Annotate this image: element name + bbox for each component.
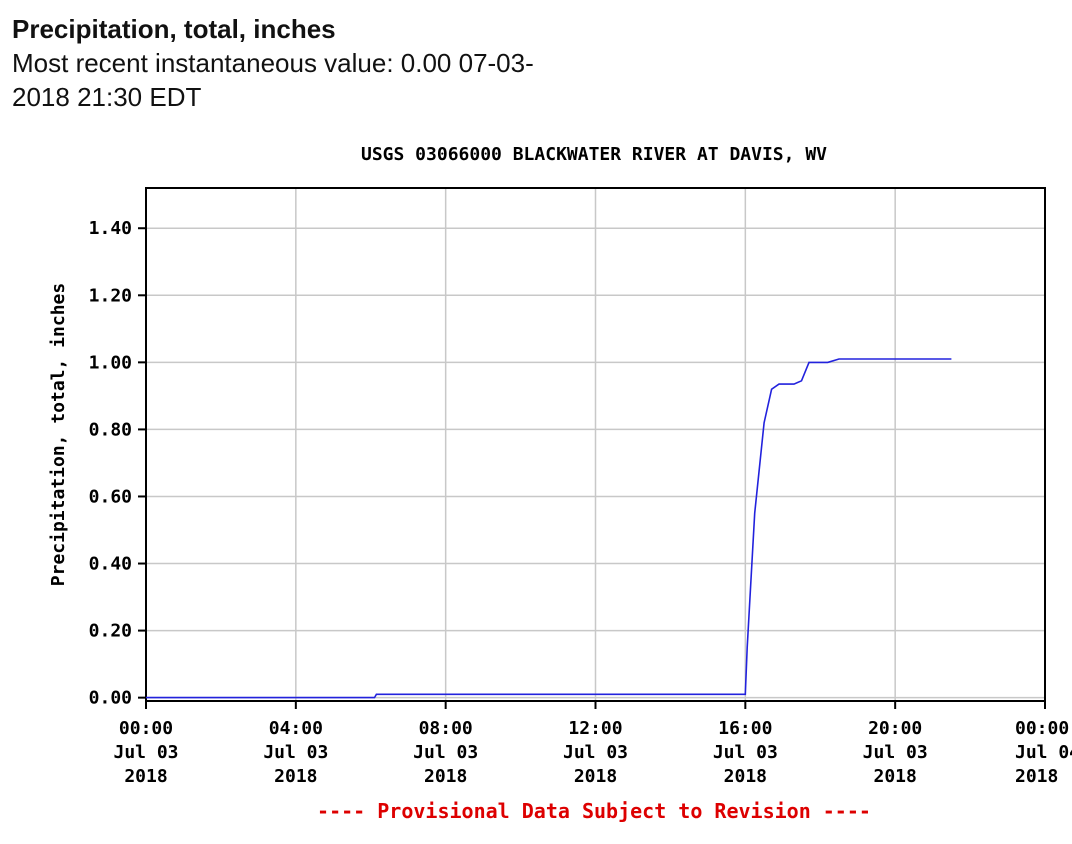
y-tick-label: 0.00 — [89, 688, 132, 709]
x-tick-label-line: 2018 — [873, 766, 916, 787]
x-tick-label: 20:00 Jul 03 2018 — [863, 718, 928, 787]
x-tick-label-line: 2018 — [724, 766, 767, 787]
x-tick-label: 16:00 Jul 03 2018 — [713, 718, 778, 787]
parameter-title: Precipitation, total, inches — [12, 14, 336, 44]
x-tick-label-line: 20:00 — [868, 718, 922, 739]
x-tick-label-line: 2018 — [274, 766, 317, 787]
y-axis-ticks: 0.00 0.20 0.40 0.60 0.80 1.00 1.20 1.40 — [89, 218, 146, 709]
x-tick-label-line: Jul 03 — [863, 742, 928, 763]
x-tick-label: 00:00 Jul 03 2018 — [113, 718, 178, 787]
x-tick-label-line: 12:00 — [568, 718, 622, 739]
y-axis-label: Precipitation, total, inches — [48, 283, 69, 586]
y-tick-label: 0.20 — [89, 621, 132, 642]
x-tick-label-line: Jul 03 — [113, 742, 178, 763]
x-tick-label: 08:00 Jul 03 2018 — [413, 718, 478, 787]
x-tick-label-line: Jul 03 — [263, 742, 328, 763]
x-tick-label-line: Jul 03 — [713, 742, 778, 763]
x-tick-label-line: Jul 03 — [563, 742, 628, 763]
precipitation-series-line — [146, 358, 952, 699]
x-tick-label: 04:00 Jul 03 2018 — [263, 718, 328, 787]
y-tick-label: 1.20 — [89, 285, 132, 306]
x-tick-label-line: Jul 03 — [413, 742, 478, 763]
y-tick-label: 0.80 — [89, 419, 132, 440]
chart-title: USGS 03066000 BLACKWATER RIVER AT DAVIS,… — [361, 144, 827, 165]
recent-value-line-2: 2018 21:30 EDT — [12, 82, 202, 112]
recent-value-line-1: Most recent instantaneous value: 0.00 07… — [12, 48, 534, 78]
x-tick-label-line: 2018 — [1015, 766, 1058, 787]
y-tick-label: 1.00 — [89, 352, 132, 373]
x-tick-label-line: 16:00 — [718, 718, 772, 739]
x-tick-label-line: 2018 — [574, 766, 617, 787]
x-tick-label: 12:00 Jul 03 2018 — [563, 718, 628, 787]
y-tick-label: 0.60 — [89, 486, 132, 507]
x-axis-ticks: 00:00 Jul 03 2018 04:00 Jul 03 2018 08:00 Jul 0… — [113, 701, 1072, 787]
y-tick-label: 0.40 — [89, 554, 132, 575]
x-tick-label-line: 04:00 — [269, 718, 323, 739]
page-header: Precipitation, total, inches Most recent… — [12, 12, 652, 114]
x-tick-label: 00:00 Jul 04 2018 — [1015, 718, 1072, 787]
x-tick-label-line: 00:00 — [1015, 718, 1069, 739]
x-tick-label-line: 2018 — [124, 766, 167, 787]
x-tick-label-line: 2018 — [424, 766, 467, 787]
x-tick-label-line: 00:00 — [119, 718, 173, 739]
x-tick-label-line: Jul 04 — [1015, 742, 1072, 763]
y-tick-label: 1.40 — [89, 218, 132, 239]
grid-lines — [146, 188, 1045, 701]
provisional-data-note: ---- Provisional Data Subject to Revisio… — [317, 799, 871, 823]
x-tick-label-line: 08:00 — [419, 718, 473, 739]
